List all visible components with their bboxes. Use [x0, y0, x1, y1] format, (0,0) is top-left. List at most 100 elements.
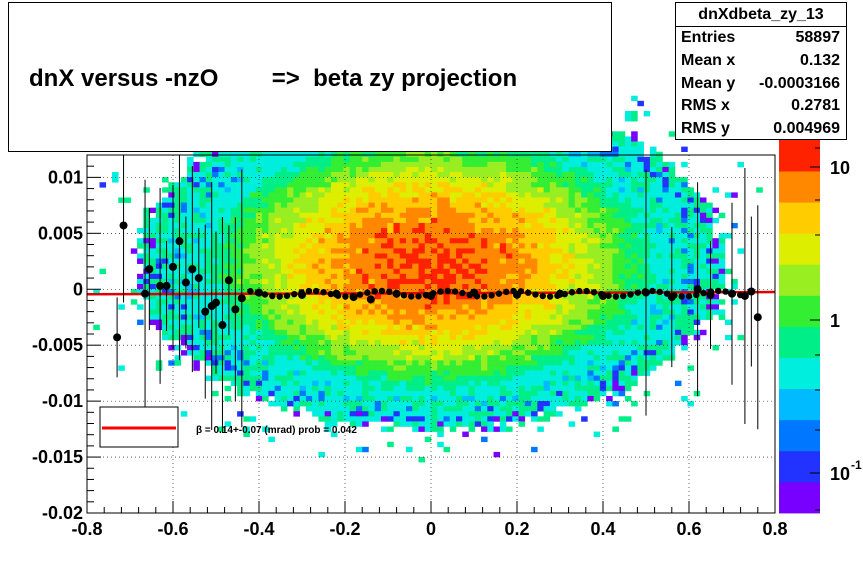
heatmap-cell: [324, 375, 332, 381]
heatmap-cell: [349, 177, 357, 183]
heatmap-cell: [693, 334, 701, 341]
heatmap-cell: [487, 380, 494, 387]
heatmap-cell: [224, 289, 232, 295]
heatmap-cell: [637, 278, 644, 285]
heatmap-cell: [462, 370, 469, 376]
heatmap-cell: [412, 355, 419, 361]
heatmap-cell: [549, 309, 557, 315]
heatmap-cell: [587, 192, 594, 198]
heatmap-cell: [268, 360, 275, 366]
heatmap-cell: [662, 304, 669, 310]
heatmap-cell: [368, 339, 375, 346]
heatmap-cell: [681, 278, 688, 285]
heatmap-cell: [205, 177, 213, 183]
heatmap-cell: [424, 390, 432, 397]
heatmap-cell: [624, 166, 632, 173]
heatmap-cell: [543, 416, 551, 422]
heatmap-cell: [487, 309, 494, 315]
heatmap-cell: [249, 212, 257, 219]
heatmap-cell: [162, 278, 169, 285]
heatmap-cell: [243, 217, 250, 224]
heatmap-cell: [318, 182, 325, 188]
heatmap-cell: [606, 202, 613, 208]
heatmap-cell: [205, 243, 213, 249]
heatmap-cell: [699, 248, 707, 254]
heatmap-cell: [593, 339, 601, 346]
heatmap-cell: [431, 202, 438, 208]
heatmap-cell: [506, 416, 513, 422]
heatmap-cell: [637, 355, 644, 361]
heatmap-cell: [568, 360, 576, 366]
heatmap-cell: [380, 172, 388, 178]
heatmap-cell: [562, 304, 569, 310]
heatmap-cell: [374, 329, 382, 336]
heatmap-cell: [537, 248, 544, 254]
heatmap-cell: [531, 401, 538, 407]
heatmap-cell: [230, 243, 238, 249]
heatmap-cell: [299, 212, 307, 219]
heatmap-cell: [368, 319, 375, 326]
heatmap-cell: [349, 385, 357, 392]
heatmap-cell: [499, 228, 507, 234]
heatmap-cell: [287, 253, 294, 259]
heatmap-cell: [431, 177, 438, 183]
heatmap-cell: [230, 253, 238, 259]
heatmap-cell: [412, 319, 419, 326]
heatmap-cell: [362, 217, 369, 224]
heatmap-cell: [493, 284, 501, 290]
heatmap-cell: [474, 314, 482, 320]
heatmap-cell: [418, 299, 426, 305]
heatmap-cell: [593, 385, 601, 392]
heatmap-cell: [649, 299, 657, 305]
heatmap-cell: [562, 192, 569, 198]
heatmap-cell: [230, 324, 238, 331]
heatmap-cell: [643, 233, 651, 239]
heatmap-cell: [193, 263, 200, 270]
heatmap-cell: [180, 299, 188, 305]
heatmap-cell: [474, 375, 482, 381]
heatmap-cell: [624, 299, 632, 305]
heatmap-cell: [387, 207, 394, 214]
heatmap-cell: [424, 395, 432, 402]
heatmap-cell: [556, 314, 563, 320]
heatmap-cell: [262, 273, 269, 280]
heatmap-cell: [380, 161, 388, 168]
heatmap-cell: [405, 182, 413, 188]
heatmap-cell: [512, 319, 519, 326]
heatmap-cell: [393, 161, 401, 168]
heatmap-cell: [149, 299, 157, 305]
heatmap-cell: [712, 284, 719, 290]
heatmap-cell: [706, 268, 713, 275]
heatmap-cell: [674, 238, 682, 244]
heatmap-cell: [312, 406, 319, 412]
heatmap-cell: [624, 141, 632, 147]
heatmap-cell: [293, 299, 300, 305]
heatmap-cell: [549, 263, 557, 270]
heatmap-cell: [262, 426, 269, 432]
heatmap-cell: [355, 334, 363, 341]
heatmap-cell: [318, 334, 325, 341]
heatmap-cell: [349, 166, 357, 173]
heatmap-cell: [299, 334, 307, 341]
heatmap-cell: [643, 324, 651, 331]
heatmap-cell: [662, 309, 669, 315]
heatmap-cell: [293, 197, 300, 203]
heatmap-cell: [568, 151, 576, 158]
heatmap-cell: [418, 222, 426, 229]
heatmap-cell: [280, 258, 288, 264]
heatmap-cell: [424, 436, 432, 443]
heatmap-cell: [330, 217, 338, 224]
heatmap-cell: [637, 324, 644, 331]
heatmap-cell: [556, 156, 563, 163]
heatmap-cell: [330, 202, 338, 208]
heatmap-cell: [399, 350, 407, 356]
heatmap-cell: [612, 385, 619, 392]
heatmap-cell: [499, 426, 507, 432]
heatmap-cell: [255, 350, 263, 356]
heatmap-cell: [512, 253, 519, 259]
heatmap-cell: [230, 222, 238, 229]
heatmap-cell: [687, 253, 694, 259]
heatmap-cell: [506, 406, 513, 412]
heatmap-cell: [287, 233, 294, 239]
heatmap-cell: [330, 380, 338, 387]
